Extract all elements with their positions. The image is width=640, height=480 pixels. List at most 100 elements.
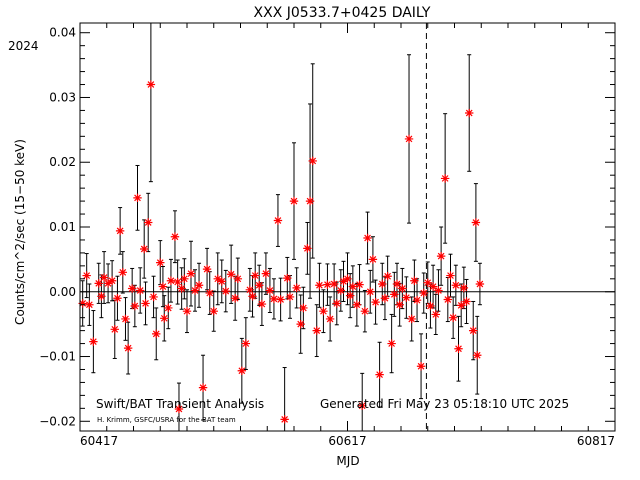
data-point [226, 270, 236, 279]
data-point [99, 273, 109, 282]
data-point [443, 295, 453, 304]
data-point [141, 299, 150, 308]
data-point [387, 339, 396, 348]
data-point [251, 271, 260, 280]
y-tick-label: −0.01 [39, 350, 76, 364]
data-point [177, 284, 186, 293]
data-point [345, 291, 355, 300]
footer-generated-date: Generated Fri May 23 05:18:10 UTC 2025 [320, 397, 569, 411]
data-point [383, 272, 392, 281]
data-point [209, 306, 218, 316]
data-point [221, 286, 230, 296]
data-point [276, 295, 285, 304]
data-point [451, 281, 461, 290]
data-point [431, 310, 440, 319]
data-point [174, 404, 184, 414]
data-point [257, 299, 267, 309]
data-point [113, 294, 122, 303]
data-point [436, 251, 446, 261]
data-point [217, 277, 226, 286]
data-point [454, 344, 463, 353]
data-point [186, 269, 196, 278]
data-point [360, 306, 370, 316]
data-point [110, 325, 119, 334]
data-point [305, 196, 315, 206]
plot-frame [79, 22, 616, 432]
x-axis-label: MJD [336, 454, 359, 468]
data-point [292, 283, 301, 293]
data-point [410, 276, 419, 285]
data-point [371, 297, 380, 307]
data-point [407, 314, 416, 324]
data-point [456, 301, 466, 310]
data-point [170, 232, 180, 241]
data-point [315, 281, 324, 290]
data-point [149, 292, 158, 302]
data-point [434, 286, 443, 295]
data-point [471, 218, 481, 227]
y-tick-label: 0.04 [49, 26, 76, 40]
data-point [398, 284, 407, 293]
data-point [156, 258, 165, 267]
data-point [299, 303, 308, 313]
data-point [348, 282, 358, 291]
data-point [269, 294, 279, 304]
data-point [319, 306, 328, 316]
data-point [78, 299, 87, 308]
data-point [245, 285, 255, 295]
data-point [392, 279, 402, 289]
data-point [107, 276, 117, 285]
data-point [404, 134, 414, 144]
data-point [285, 292, 295, 302]
data-point [323, 280, 332, 289]
data-point [465, 108, 474, 118]
data-point [423, 278, 432, 287]
data-point [205, 288, 214, 298]
data-point [261, 269, 271, 278]
data-point [103, 279, 113, 288]
data-point [412, 295, 422, 305]
data-point [273, 216, 283, 225]
data-point [255, 281, 264, 290]
data-point [325, 314, 335, 324]
data-point [416, 362, 426, 371]
data-point [241, 339, 251, 348]
footer-author-credit: H. Krimm, GSFC/USRA for the BAT team [97, 416, 236, 424]
data-point [402, 293, 411, 302]
y-tick-label: 0.03 [49, 90, 76, 104]
y-tick-label: 0.01 [49, 220, 76, 234]
data-point [140, 244, 149, 254]
data-point [378, 279, 387, 289]
data-point [332, 299, 341, 308]
data-point [473, 351, 482, 360]
data-point [380, 294, 390, 303]
data-point [130, 301, 140, 311]
data-point [89, 337, 98, 346]
data-point [375, 370, 384, 379]
data-point [248, 292, 257, 301]
data-point [395, 300, 404, 309]
year-label: 2024 [8, 39, 39, 53]
data-point [202, 264, 212, 274]
data-point [280, 415, 289, 424]
data-point [390, 290, 399, 299]
data-point [355, 280, 364, 289]
data-point [144, 218, 153, 227]
data-point [366, 287, 375, 296]
data-point [283, 273, 292, 283]
x-tick-label: 60817 [577, 434, 615, 448]
data-point [152, 329, 161, 339]
data-point [312, 326, 321, 335]
data-point [85, 300, 94, 309]
data-point [146, 80, 156, 89]
x-tick-label: 60417 [80, 434, 118, 448]
footer-analysis-credit: Swift/BAT Transient Analysis [96, 397, 264, 411]
data-point [428, 282, 438, 291]
data-point [190, 286, 200, 295]
data-point [82, 271, 91, 280]
data-point [363, 233, 372, 243]
data-point [166, 276, 176, 285]
data-point [475, 279, 485, 289]
x-tick-label: 60617 [328, 434, 366, 448]
